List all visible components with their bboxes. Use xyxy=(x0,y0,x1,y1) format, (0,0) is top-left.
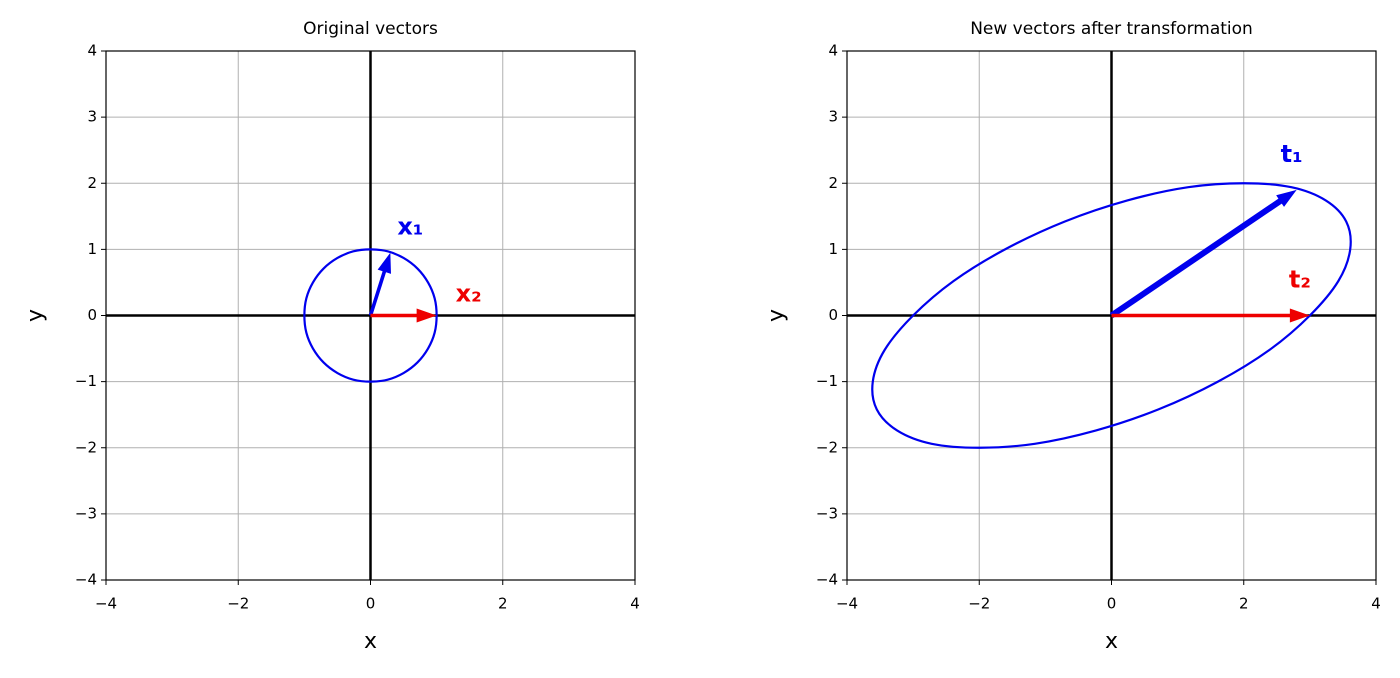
y-tick-label: 4 xyxy=(828,42,838,60)
vector-arrow xyxy=(1111,308,1310,323)
vector-label: t₂ xyxy=(1289,266,1311,294)
plot-frame xyxy=(846,50,1377,581)
x-tick-label: 0 xyxy=(1107,595,1117,613)
y-axis-label: y xyxy=(23,309,48,322)
y-tick-label: 2 xyxy=(828,174,838,192)
x-axis-label: x xyxy=(364,629,377,654)
vector-label: t₁ xyxy=(1281,140,1303,168)
vector-label: x₂ xyxy=(456,280,482,308)
chart-title: Original vectors xyxy=(303,19,438,39)
vector-arrow xyxy=(1109,189,1297,318)
x-tick-label: 0 xyxy=(366,595,376,613)
y-tick-label: −4 xyxy=(75,571,97,589)
y-tick-label: 3 xyxy=(828,108,838,126)
y-tick-label: −3 xyxy=(816,504,838,522)
x-tick-label: −4 xyxy=(95,595,117,613)
x-tick-label: −4 xyxy=(836,595,858,613)
curve xyxy=(871,182,1352,449)
y-tick-label: −2 xyxy=(816,438,838,456)
x-tick-label: 2 xyxy=(498,595,508,613)
x-tick-label: −2 xyxy=(227,595,249,613)
y-tick-label: −3 xyxy=(75,504,97,522)
plot-frame xyxy=(105,50,636,581)
curve xyxy=(303,248,438,383)
vector-label: x₁ xyxy=(397,213,423,241)
x-tick-label: 2 xyxy=(1239,595,1249,613)
y-tick-label: 0 xyxy=(87,306,97,324)
y-tick-label: 4 xyxy=(87,42,97,60)
x-tick-label: 4 xyxy=(630,595,640,613)
y-axis-label: y xyxy=(764,309,789,322)
chart-title: New vectors after transformation xyxy=(970,19,1253,39)
x-axis-label: x xyxy=(1105,629,1118,654)
y-tick-label: −4 xyxy=(816,571,838,589)
y-tick-label: 1 xyxy=(87,240,97,258)
y-tick-label: 2 xyxy=(87,174,97,192)
y-tick-label: 1 xyxy=(828,240,838,258)
y-tick-label: −1 xyxy=(816,372,838,390)
y-tick-label: 3 xyxy=(87,108,97,126)
y-tick-label: −2 xyxy=(75,438,97,456)
vector-arrow xyxy=(368,252,391,317)
y-tick-label: 0 xyxy=(828,306,838,324)
x-tick-label: −2 xyxy=(968,595,990,613)
y-tick-label: −1 xyxy=(75,372,97,390)
vector-arrow xyxy=(370,308,437,323)
x-tick-label: 4 xyxy=(1371,595,1381,613)
